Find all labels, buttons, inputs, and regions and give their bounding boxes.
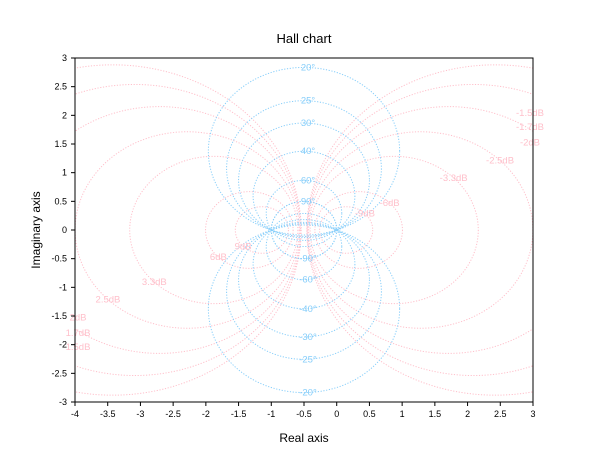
n-circle-30deg — [238, 122, 370, 239]
x-tick-label: -1.5 — [231, 409, 247, 419]
n-circle-label: 40° — [301, 146, 316, 157]
m-circle-m6db — [314, 191, 403, 269]
x-tick-label: 1.5 — [429, 409, 442, 419]
y-axis-label: Imaginary axis — [29, 191, 43, 268]
m-circle-m2db — [307, 106, 533, 354]
x-tick-label: -0.5 — [296, 409, 312, 419]
y-tick-label: 0 — [62, 225, 67, 235]
m-circle-label: -3.3dB — [440, 173, 468, 184]
y-axis-ticks: -3 -2.5 -2 -1.5 -1 -0.5 0 0.5 1 1.5 2 2.5 3 — [51, 53, 75, 407]
n-circle-label: 20° — [301, 62, 316, 73]
n-circle-label: -20° — [299, 388, 317, 399]
n-circle-label: 60° — [301, 175, 316, 186]
x-tick-label: -2 — [202, 409, 210, 419]
x-axis-label: Real axis — [279, 431, 328, 445]
m-circle-2p5db — [75, 131, 300, 329]
y-tick-label: -1.5 — [51, 311, 67, 321]
plot-frame — [74, 57, 534, 403]
m-circle-label: 6dB — [210, 252, 227, 263]
x-tick-label: -1 — [267, 409, 275, 419]
y-tick-label: -2 — [59, 340, 67, 350]
n-circle-m25deg — [226, 223, 382, 360]
y-tick-label: -3 — [59, 397, 67, 407]
plot-curves — [75, 64, 533, 396]
x-tick-label: 0 — [334, 409, 339, 419]
m-circle-label: 2dB — [70, 312, 87, 323]
n-circle-60deg — [265, 179, 343, 248]
m-circle-m9db — [319, 206, 374, 254]
m-circle-m3p3db — [309, 155, 479, 305]
n-circle-label: 25° — [301, 96, 316, 107]
m-circle-label: -2.5dB — [486, 156, 514, 167]
y-tick-label: 1.5 — [54, 139, 67, 149]
y-tick-label: 2.5 — [54, 82, 67, 92]
m-circle-label: -1.5dB — [516, 108, 544, 119]
x-tick-label: -3 — [136, 409, 144, 419]
y-tick-label: 1 — [62, 168, 67, 178]
n-circle-label: -40° — [299, 304, 317, 315]
y-tick-label: 2 — [62, 110, 67, 120]
m-circle-label: 1.7dB — [66, 328, 91, 339]
m-circle-m1p5db — [306, 64, 533, 396]
n-circle-label: -90° — [299, 254, 317, 265]
chart-title: Hall chart — [277, 31, 332, 46]
n-circle-label: -60° — [299, 275, 317, 286]
x-tick-label: 2 — [465, 409, 470, 419]
m-circle-1p7db — [75, 84, 302, 376]
curve-labels: -1.5dB -1.7dB -2dB -2.5dB -3.3dB -6dB -9dB 9dB 6… — [66, 62, 544, 398]
n-circle-m20deg — [207, 224, 401, 394]
x-tick-label: 2.5 — [494, 409, 507, 419]
m-circle-m1p7db — [306, 84, 533, 376]
m-circle-label: -2dB — [520, 138, 540, 149]
m-circle-label: 3.3dB — [142, 277, 167, 288]
m-circle-label: -6dB — [380, 198, 400, 209]
x-tick-label: -3.5 — [100, 409, 116, 419]
m-circle-9db — [234, 206, 289, 254]
m-circle-label: 2.5dB — [96, 294, 121, 305]
y-tick-label: -0.5 — [51, 254, 67, 264]
n-circle-label: 90° — [301, 196, 316, 207]
m-circle-2db — [75, 106, 301, 354]
y-tick-label: -1 — [59, 282, 67, 292]
m-circle-label: -9dB — [355, 209, 375, 220]
m-circle-3p3db — [129, 155, 299, 305]
m-circle-label: -1.7dB — [516, 122, 544, 133]
x-tick-label: 3 — [530, 409, 535, 419]
m-circle-1p5db — [75, 64, 302, 396]
x-tick-label: 0.5 — [363, 409, 376, 419]
n-circle-label: -25° — [299, 354, 317, 365]
x-axis-ticks: -4 -3.5 -3 -2.5 -2 -1.5 -1 -0.5 0 0.5 1 1.5 2 2.5 3 — [71, 402, 536, 419]
n-circle-20deg — [207, 66, 401, 236]
y-tick-label: 0.5 — [54, 196, 67, 206]
x-tick-label: -2.5 — [165, 409, 181, 419]
y-tick-label: -2.5 — [51, 368, 67, 378]
x-tick-label: -4 — [71, 409, 79, 419]
n-circle-m30deg — [238, 221, 370, 338]
x-tick-label: 1 — [400, 409, 405, 419]
n-circle-25deg — [226, 100, 382, 237]
n-circle-label: 30° — [301, 118, 316, 129]
n-circle-m40deg — [252, 219, 356, 310]
m-circle-label: 1.5dB — [66, 342, 91, 353]
n-circle-40deg — [252, 150, 356, 241]
m-circle-6db — [205, 191, 294, 269]
n-circle-m90deg — [270, 200, 338, 260]
n-circle-label: -30° — [299, 332, 317, 343]
m-circle-label: 9dB — [235, 241, 252, 252]
y-tick-label: 3 — [62, 53, 67, 63]
